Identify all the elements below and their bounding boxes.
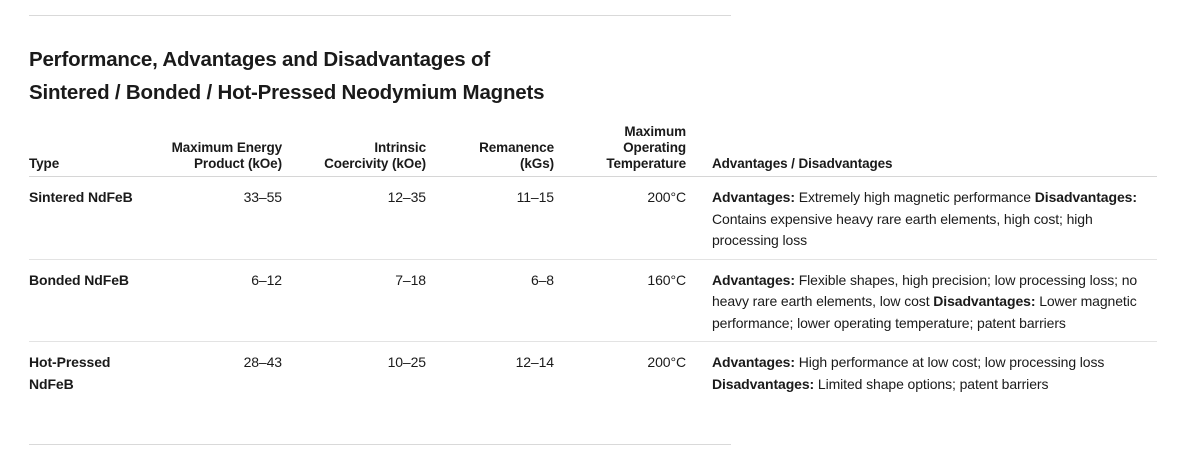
cell-energy-product: 28–43 (243, 354, 283, 370)
column-header-intrinsic-coercivity: Intrinsic Coercivity (kOe) (282, 124, 426, 177)
cell-intrinsic-coercivity: 7–18 (282, 259, 426, 342)
bottom-divider (29, 444, 731, 445)
table-header-row: Type Maximum Energy Product (kOe) Intrin… (29, 124, 1157, 177)
cell-advantages-disadvantages: Advantages: Flexible shapes, high precis… (686, 259, 1157, 342)
cell-type: Bonded NdFeB (29, 259, 149, 342)
advantages-text: Extremely high magnetic performance (798, 189, 1031, 205)
advantages-text: High performance at low cost; low proces… (798, 354, 1105, 370)
cell-max-operating-temperature: 160°C (554, 259, 686, 342)
advantages-label: Advantages: (712, 271, 795, 288)
disadvantages-label: Disadvantages: (712, 375, 815, 392)
document-body: Performance, Advantages and Disadvantage… (0, 15, 1178, 445)
cell-remanence: 6–8 (426, 259, 554, 342)
cell-max-operating-temperature: 200°C (647, 354, 686, 370)
disadvantages-label: Disadvantages: (1034, 189, 1137, 205)
magnet-comparison-table: Type Maximum Energy Product (kOe) Intrin… (29, 124, 1157, 402)
disadvantages-text: Lower magnetic performance; lower operat… (712, 293, 1137, 331)
disadvantages-text: Contains expensive heavy rare earth elem… (712, 210, 1093, 249)
advantages-label: Advantages: (712, 189, 795, 205)
advantages-text: Flexible shapes, high precision; low pro… (712, 271, 1138, 310)
cell-remanence: 11–15 (426, 176, 554, 260)
page-title-line-2: Sintered / Bonded / Hot-Pressed Neodymiu… (29, 81, 545, 104)
disadvantages-text: Limited shape options; patent barriers (817, 375, 1049, 392)
column-header-max-operating-temperature: Maximum Operating Temperature (554, 124, 686, 177)
cell-remanence: 12–14 (515, 354, 555, 370)
page-title: Performance, Advantages and Disadvantage… (29, 43, 1158, 109)
column-header-remanence: Remanence (kGs) (426, 124, 554, 177)
cell-intrinsic-coercivity: 10–25 (387, 354, 427, 370)
cell-advantages-disadvantages: Advantages: Extremely high magnetic perf… (686, 176, 1157, 260)
column-header-advantages-disadvantages: Advantages / Disadvantages (686, 124, 1157, 177)
table-row-bonded-ndfeb: Bonded NdFeB 6–12 7–18 6–8 160°C Advanta… (29, 259, 1157, 342)
page-title-line-1: Performance, Advantages and Disadvantage… (29, 48, 490, 71)
top-divider (29, 15, 731, 16)
disadvantages-label: Disadvantages: (933, 293, 1036, 309)
cell-energy-product: 33–55 (149, 176, 282, 260)
cell-advantages-disadvantages: Advantages: High performance at low cost… (686, 342, 1157, 403)
cell-intrinsic-coercivity: 12–35 (282, 176, 426, 260)
column-header-energy-product: Maximum Energy Product (kOe) (149, 124, 282, 177)
advantages-label: Advantages: (712, 354, 795, 370)
cell-energy-product: 6–12 (149, 259, 282, 342)
table-row-sintered-ndfeb: Sintered NdFeB 33–55 12–35 11–15 200°C A… (29, 176, 1157, 260)
table-row-hot-pressed-ndfeb: Hot-Pressed NdFeB 28–43 10–25 12–14 200°… (29, 342, 1157, 403)
cell-type: Sintered NdFeB (29, 176, 149, 260)
cell-type: Hot-Pressed NdFeB (29, 354, 111, 392)
column-header-type: Type (29, 124, 149, 177)
cell-max-operating-temperature: 200°C (554, 176, 686, 260)
